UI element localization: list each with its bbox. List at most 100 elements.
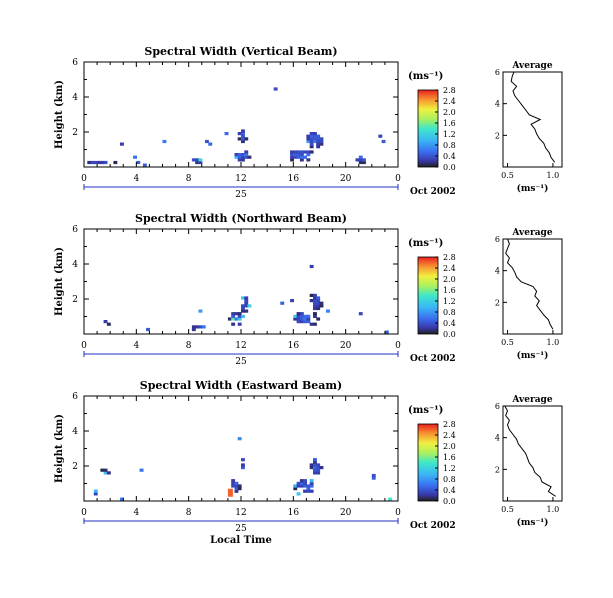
colorbar-tick-label: 2.4 xyxy=(443,97,456,106)
heat-cell xyxy=(371,473,376,478)
x-tick-label: 0 xyxy=(81,341,87,351)
heat-cell xyxy=(293,155,298,159)
heat-cell xyxy=(241,134,245,138)
heat-cell xyxy=(237,155,242,159)
x-tick-label: 12 xyxy=(235,508,246,518)
colorbar-tick-label: 0.4 xyxy=(443,319,456,328)
heat-cell xyxy=(136,160,141,165)
colorbar-tick-label: 0.8 xyxy=(443,141,456,150)
heat-cell xyxy=(231,317,236,321)
heat-cell xyxy=(227,317,232,321)
heat-cell xyxy=(313,312,317,316)
heat-cell xyxy=(201,325,206,329)
heat-cell xyxy=(303,150,307,154)
colorbar-tick-label: 1.2 xyxy=(443,464,456,473)
heat-cell xyxy=(299,153,304,157)
heat-cell xyxy=(309,481,314,485)
x-tick-label: 20 xyxy=(340,341,352,351)
heat-cell xyxy=(306,139,311,144)
heat-cell xyxy=(313,460,317,464)
x-tick-label: 16 xyxy=(288,508,300,518)
heat-cell xyxy=(231,314,236,318)
x-tick-label: 12 xyxy=(235,341,246,351)
heat-cell xyxy=(316,466,321,470)
y-axis-label: Height (km) xyxy=(54,247,65,316)
colorbar-unit: (ms⁻¹) xyxy=(408,405,443,416)
heat-cell xyxy=(97,160,101,165)
x-tick-label: 20 xyxy=(340,174,352,184)
heat-cell xyxy=(303,317,307,321)
heat-cell xyxy=(313,132,317,136)
heat-cell xyxy=(237,153,242,157)
colorbar xyxy=(417,89,439,168)
heat-cell xyxy=(388,497,393,501)
heat-cell xyxy=(296,153,301,157)
y-axis: 2 4 6 xyxy=(72,392,398,484)
y-tick-label: 4 xyxy=(72,93,78,103)
heat-cell xyxy=(290,155,294,159)
x-tick-label: 0 xyxy=(395,174,401,184)
heat-cell xyxy=(319,466,324,470)
heat-cell xyxy=(120,497,124,501)
plot-frame xyxy=(83,61,399,168)
heat-cell xyxy=(319,142,324,146)
heat-cell xyxy=(313,306,317,311)
heat-cell xyxy=(319,137,324,141)
heat-cell xyxy=(234,481,239,485)
average-panel: Average 2 4 6 0.5 1.0 (ms⁻¹) xyxy=(495,228,563,361)
heat-cell xyxy=(241,458,245,462)
heat-cell xyxy=(319,139,324,144)
heat-cell xyxy=(87,160,92,165)
heat-cell xyxy=(244,301,249,305)
colorbar-ticks: 0.0 0.4 0.8 1.2 1.6 2.0 2.4 2.8 xyxy=(435,253,456,339)
heat-cell xyxy=(296,314,301,318)
heat-cell-peak xyxy=(227,488,233,497)
heat-cell xyxy=(247,155,252,159)
colorbar-tick-label: 2.4 xyxy=(443,431,456,440)
heat-cell xyxy=(358,312,363,316)
colorbar-tick-label: 0.8 xyxy=(443,308,456,317)
heat-cell xyxy=(241,132,245,136)
heat-cell xyxy=(316,306,321,311)
x-tick-label: 4 xyxy=(133,508,139,518)
heat-cell xyxy=(313,304,317,308)
average-x-tick-label: 1.0 xyxy=(547,505,560,514)
heat-cell xyxy=(313,296,317,300)
average-x-label: (ms⁻¹) xyxy=(517,350,549,361)
heat-cell xyxy=(198,158,203,162)
heat-cell xyxy=(303,484,307,488)
heat-cell xyxy=(313,301,317,305)
average-profile-line xyxy=(504,405,556,497)
heat-cell xyxy=(293,150,298,154)
x-tick-label: 0 xyxy=(81,508,87,518)
colorbar-tick-label: 2.8 xyxy=(443,253,456,262)
x-axis-label: Local Time xyxy=(210,535,272,546)
average-x-tick-label: 1.0 xyxy=(547,338,560,347)
colorbar-tick-label: 2.8 xyxy=(443,420,456,429)
heat-cell xyxy=(237,484,242,488)
heat-cell xyxy=(237,312,242,316)
heat-cell xyxy=(309,299,314,303)
heat-cell xyxy=(313,322,317,326)
heat-cell xyxy=(205,139,209,144)
heat-cell xyxy=(313,458,317,462)
heat-cell xyxy=(244,299,249,303)
heat-cell xyxy=(241,466,245,470)
heat-cell xyxy=(234,312,239,316)
x-tick-label: 0 xyxy=(81,174,87,184)
heat-cell xyxy=(309,293,314,297)
heat-cell xyxy=(313,134,317,138)
heat-cell xyxy=(296,492,301,496)
heat-cell xyxy=(316,463,321,467)
average-y-tick-label: 6 xyxy=(495,402,500,411)
heat-cell xyxy=(309,463,314,467)
average-x-label: (ms⁻¹) xyxy=(517,183,549,194)
heat-cell xyxy=(358,155,363,159)
x-tick-label: 4 xyxy=(133,341,139,351)
average-title: Average xyxy=(511,228,552,238)
heat-cell xyxy=(296,317,301,321)
colorbar-tick-label: 0.4 xyxy=(443,486,456,495)
heat-cell xyxy=(306,317,311,321)
heat-cell xyxy=(316,134,321,138)
heat-cell xyxy=(316,145,321,149)
